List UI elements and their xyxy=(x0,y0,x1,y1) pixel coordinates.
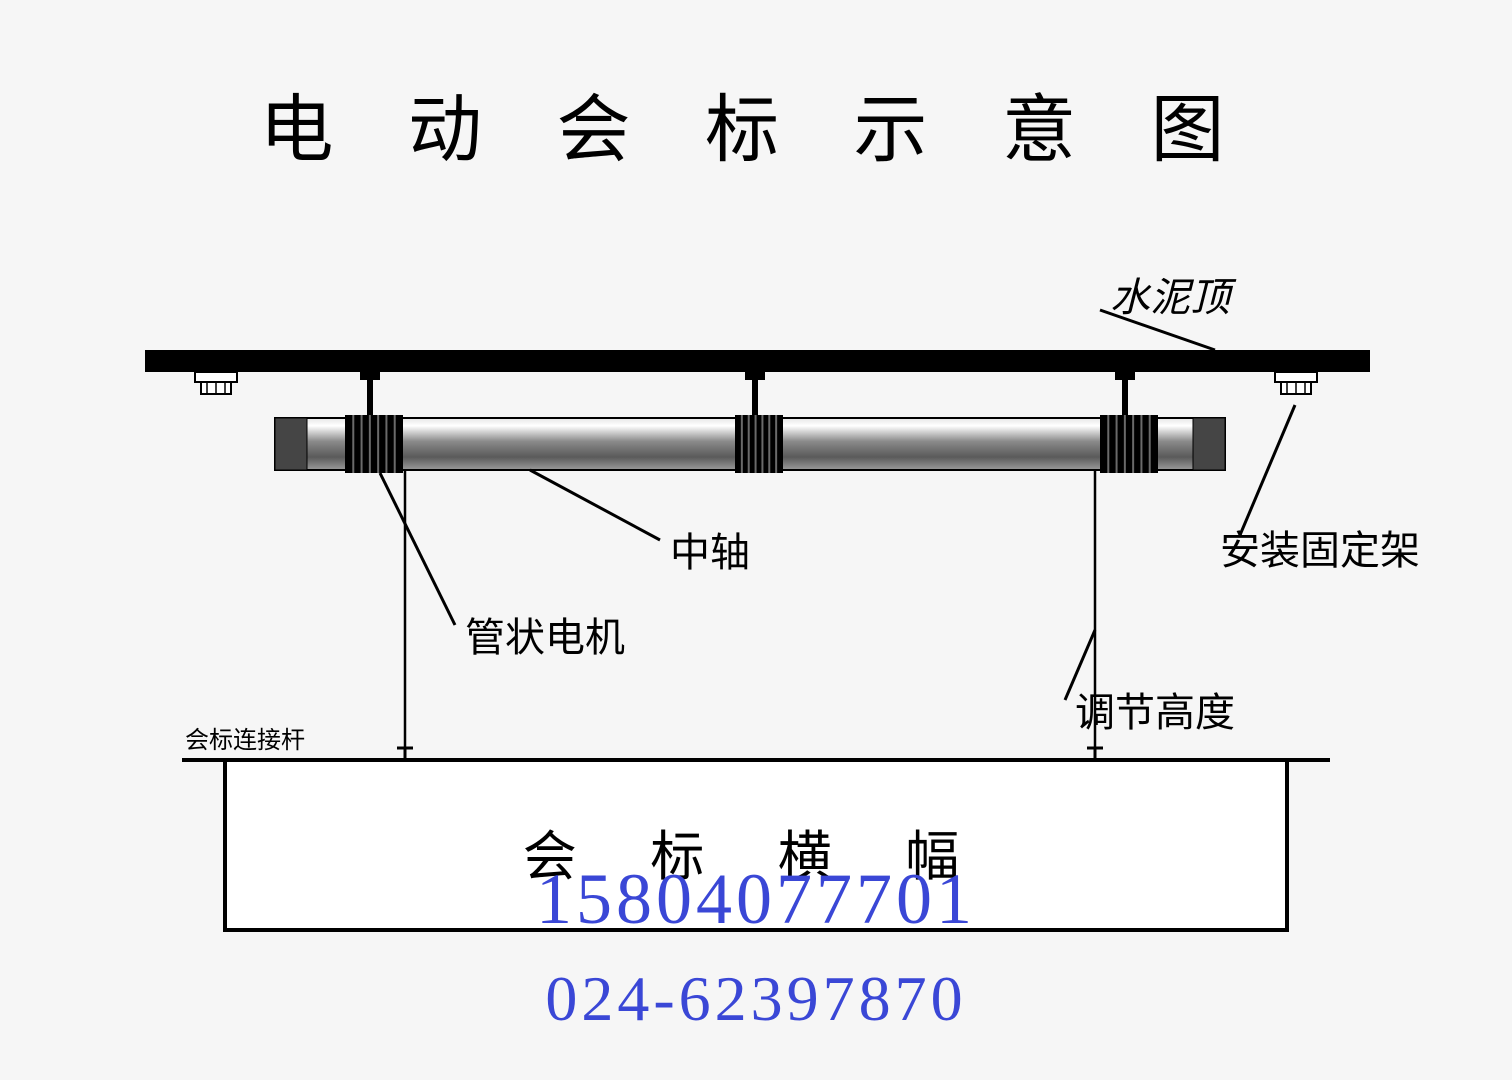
phone-number-2: 024-62397870 xyxy=(0,962,1512,1036)
label-ceiling: 水泥顶 xyxy=(1110,265,1230,323)
phone-number-1: 15804077701 xyxy=(0,858,1512,941)
label-rod: 会标连接杆 xyxy=(185,720,305,755)
label-axis: 中轴 xyxy=(670,520,750,578)
label-height: 调节高度 xyxy=(1075,680,1235,738)
label-bracket: 安装固定架 xyxy=(1220,518,1420,576)
label-motor: 管状电机 xyxy=(465,605,625,663)
